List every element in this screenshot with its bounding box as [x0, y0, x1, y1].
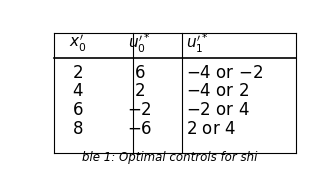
Text: $x_0^{\prime}$: $x_0^{\prime}$	[69, 33, 86, 54]
Text: $2$: $2$	[72, 64, 83, 82]
Text: $-4$ or $-2$: $-4$ or $-2$	[186, 64, 263, 82]
Text: $-6$: $-6$	[126, 120, 152, 138]
Text: $u_0^{\prime*}$: $u_0^{\prime*}$	[128, 32, 150, 55]
Text: $8$: $8$	[72, 120, 83, 138]
Text: $4$: $4$	[72, 82, 83, 100]
Text: $-2$ or $4$: $-2$ or $4$	[186, 101, 249, 119]
Text: $2$ or $4$: $2$ or $4$	[186, 120, 235, 138]
Text: $-2$: $-2$	[127, 101, 152, 119]
Text: $u_1^{\prime*}$: $u_1^{\prime*}$	[186, 32, 208, 55]
Text: $-4$ or $2$: $-4$ or $2$	[186, 82, 249, 100]
Text: ble 1: Optimal controls for shi: ble 1: Optimal controls for shi	[82, 151, 258, 164]
Text: $2$: $2$	[134, 82, 145, 100]
Text: $6$: $6$	[72, 101, 83, 119]
Text: $6$: $6$	[133, 64, 145, 82]
